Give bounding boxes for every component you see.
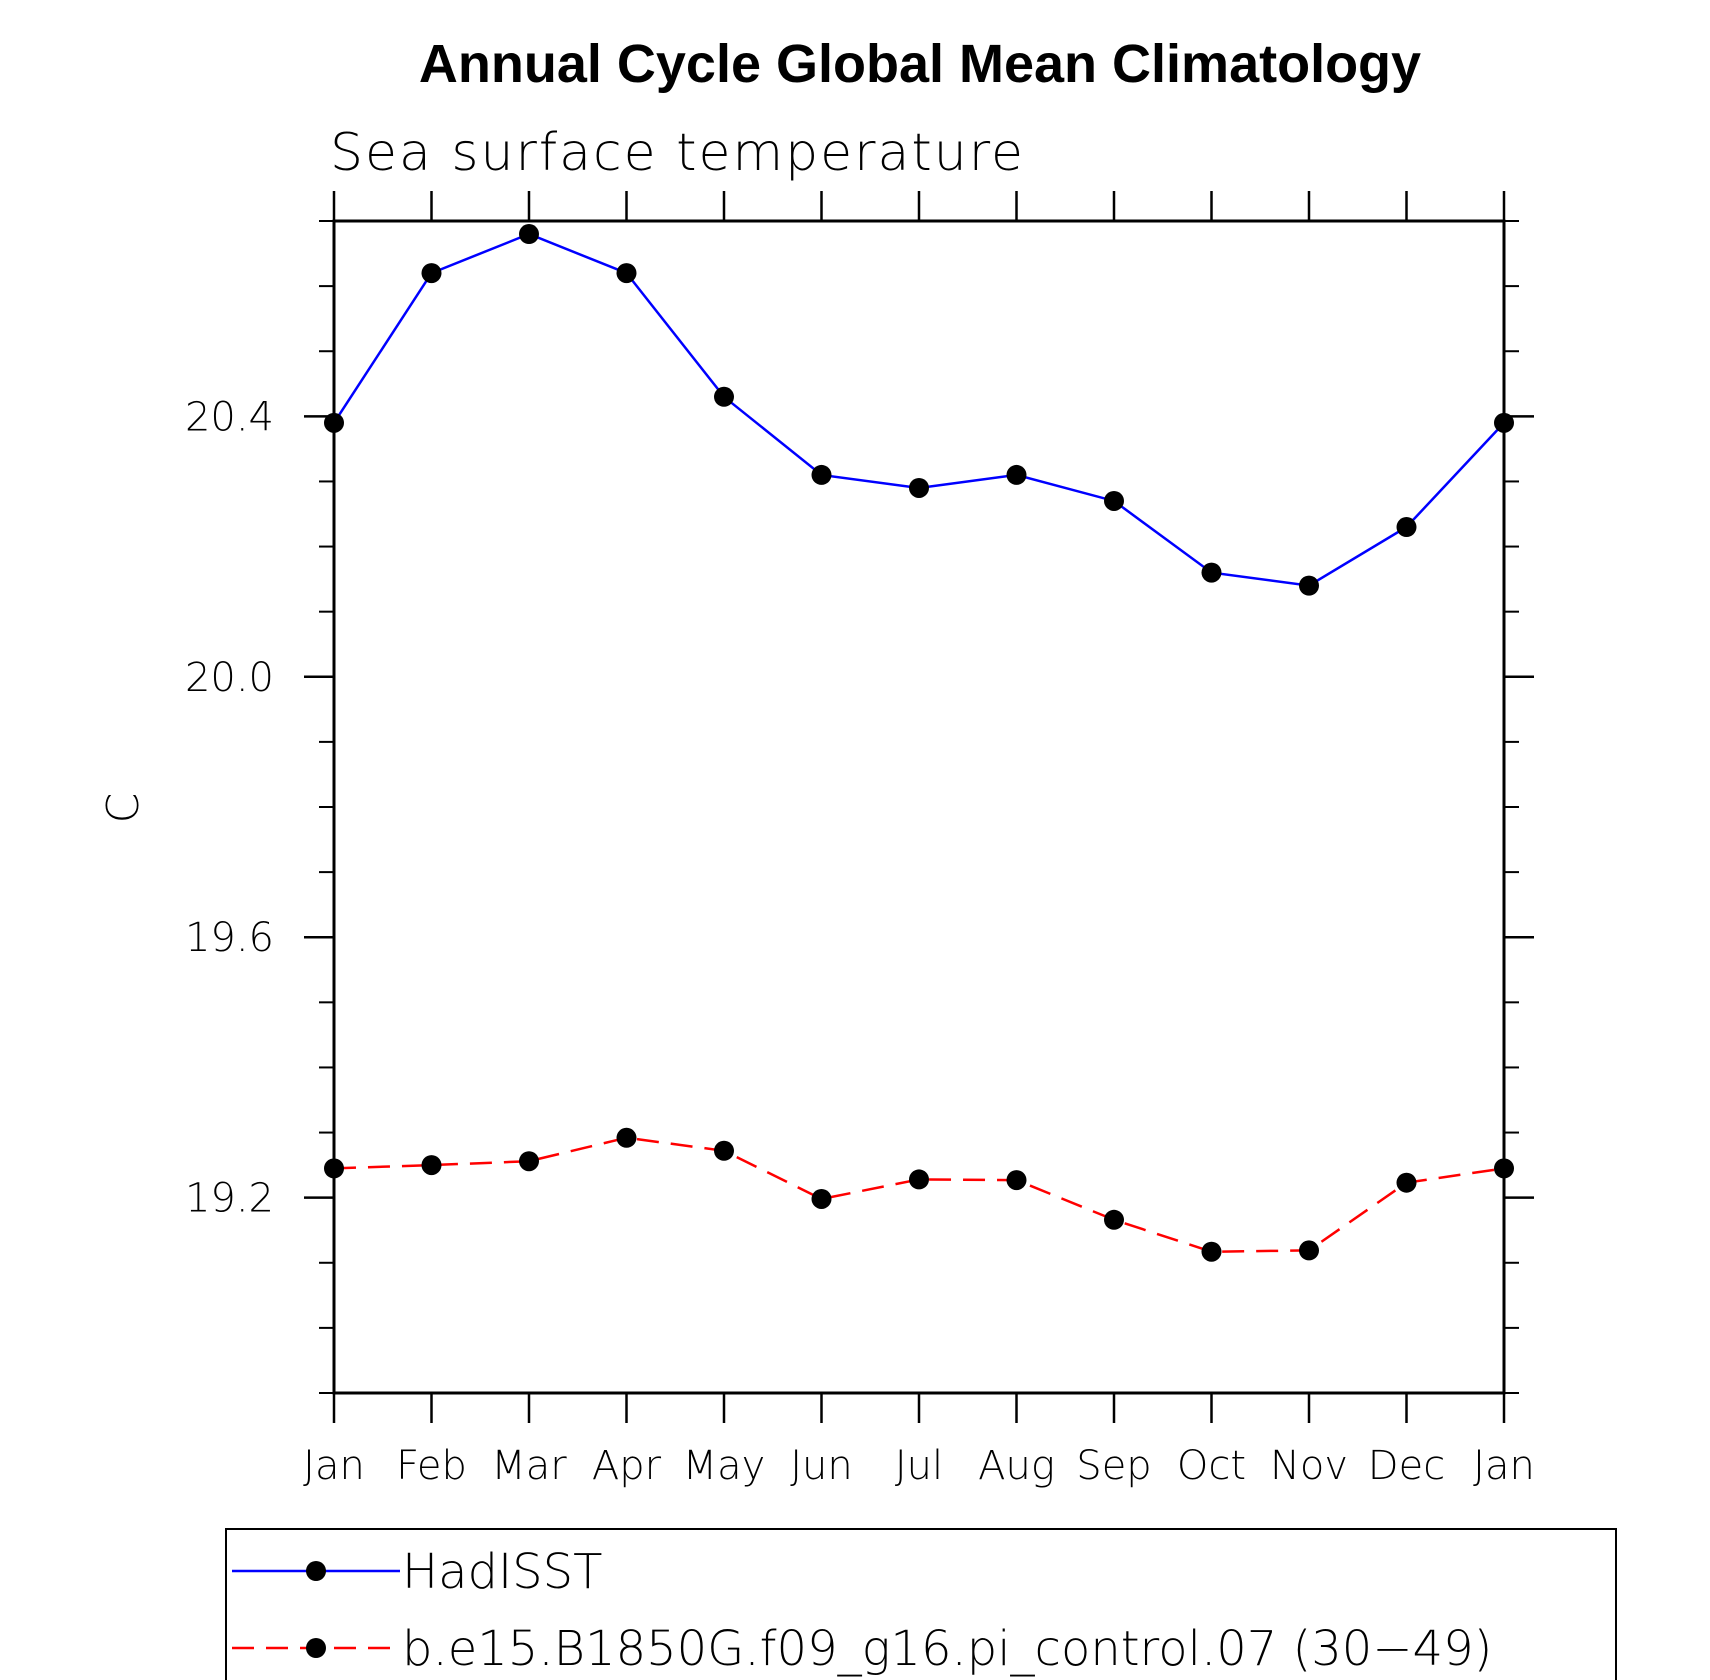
series-point-1 bbox=[1201, 1241, 1222, 1262]
x-tick-label: Jun bbox=[790, 1443, 853, 1489]
x-tick-label: Oct bbox=[1177, 1443, 1246, 1489]
x-tick-label: Aug bbox=[978, 1443, 1055, 1489]
series-point-1 bbox=[421, 1155, 442, 1176]
series-point-0 bbox=[1299, 575, 1319, 596]
series-point-0 bbox=[1396, 517, 1417, 538]
x-tick-label: May bbox=[683, 1443, 766, 1489]
plot-frame bbox=[332, 219, 1506, 1395]
axis-ticks bbox=[304, 191, 1534, 1423]
legend-marker-1 bbox=[306, 1638, 326, 1658]
series-point-1 bbox=[811, 1188, 832, 1209]
legend-label-1: b.e15.B1850G.f09_g16.pi_control.07 (30−4… bbox=[402, 1621, 1492, 1677]
series-point-0 bbox=[421, 263, 442, 284]
series-point-1 bbox=[1494, 1158, 1514, 1179]
series-point-0 bbox=[616, 263, 637, 284]
series-point-0 bbox=[1104, 490, 1124, 511]
x-tick-label: Jul bbox=[895, 1443, 943, 1489]
y-tick-label: 19.6 bbox=[185, 915, 274, 961]
series-point-1 bbox=[1006, 1170, 1027, 1191]
series-point-0 bbox=[1006, 464, 1027, 485]
series-point-1 bbox=[324, 1158, 344, 1179]
series-line-0 bbox=[332, 232, 1505, 587]
series-point-0 bbox=[1494, 412, 1514, 433]
series-point-1 bbox=[616, 1127, 637, 1148]
x-tick-label: Nov bbox=[1270, 1443, 1348, 1489]
series-point-1 bbox=[1396, 1172, 1417, 1193]
y-axis-label: C bbox=[98, 793, 149, 824]
legend: HadISST b.e15.B1850G.f09_g16.pi_control.0… bbox=[232, 1544, 1492, 1677]
x-tick-label: Jan bbox=[1473, 1443, 1535, 1489]
series-point-1 bbox=[1299, 1240, 1319, 1261]
series-point-0 bbox=[909, 477, 929, 498]
series-point-1 bbox=[1104, 1209, 1124, 1230]
series-point-1 bbox=[519, 1151, 539, 1172]
y-tick-label: 20.4 bbox=[185, 394, 274, 440]
series-point-0 bbox=[714, 386, 734, 407]
x-tick-labels: Jan Feb Mar Apr May Jun Jul Aug Sep Oct Nov Dec Jan bbox=[303, 1443, 1535, 1489]
x-tick-label: Sep bbox=[1076, 1443, 1151, 1489]
y-tick-label: 20.0 bbox=[185, 655, 274, 701]
x-tick-label: Mar bbox=[491, 1443, 567, 1489]
series-point-0 bbox=[519, 224, 539, 245]
x-tick-label: Dec bbox=[1368, 1443, 1445, 1489]
y-tick-label: 19.2 bbox=[185, 1176, 274, 1222]
legend-label-0: HadISST bbox=[402, 1544, 602, 1600]
x-tick-label: Apr bbox=[592, 1443, 662, 1489]
legend-box bbox=[225, 1528, 1617, 1680]
x-tick-label: Jan bbox=[303, 1443, 365, 1489]
series-point-0 bbox=[324, 412, 344, 433]
series-point-0 bbox=[1201, 562, 1222, 583]
y-tick-labels: 20.4 20.0 19.6 19.2 bbox=[185, 394, 274, 1221]
x-tick-label: Feb bbox=[396, 1443, 467, 1489]
chart-title: Annual Cycle Global Mean Climatology bbox=[419, 34, 1421, 94]
series-line-1 bbox=[333, 1136, 1505, 1253]
legend-marker-0 bbox=[306, 1561, 326, 1581]
series-group bbox=[324, 224, 1514, 1262]
series-point-1 bbox=[714, 1140, 734, 1161]
chart-subtitle: Sea surface temperature bbox=[330, 123, 1025, 183]
series-point-1 bbox=[909, 1169, 929, 1190]
series-point-0 bbox=[811, 464, 832, 485]
